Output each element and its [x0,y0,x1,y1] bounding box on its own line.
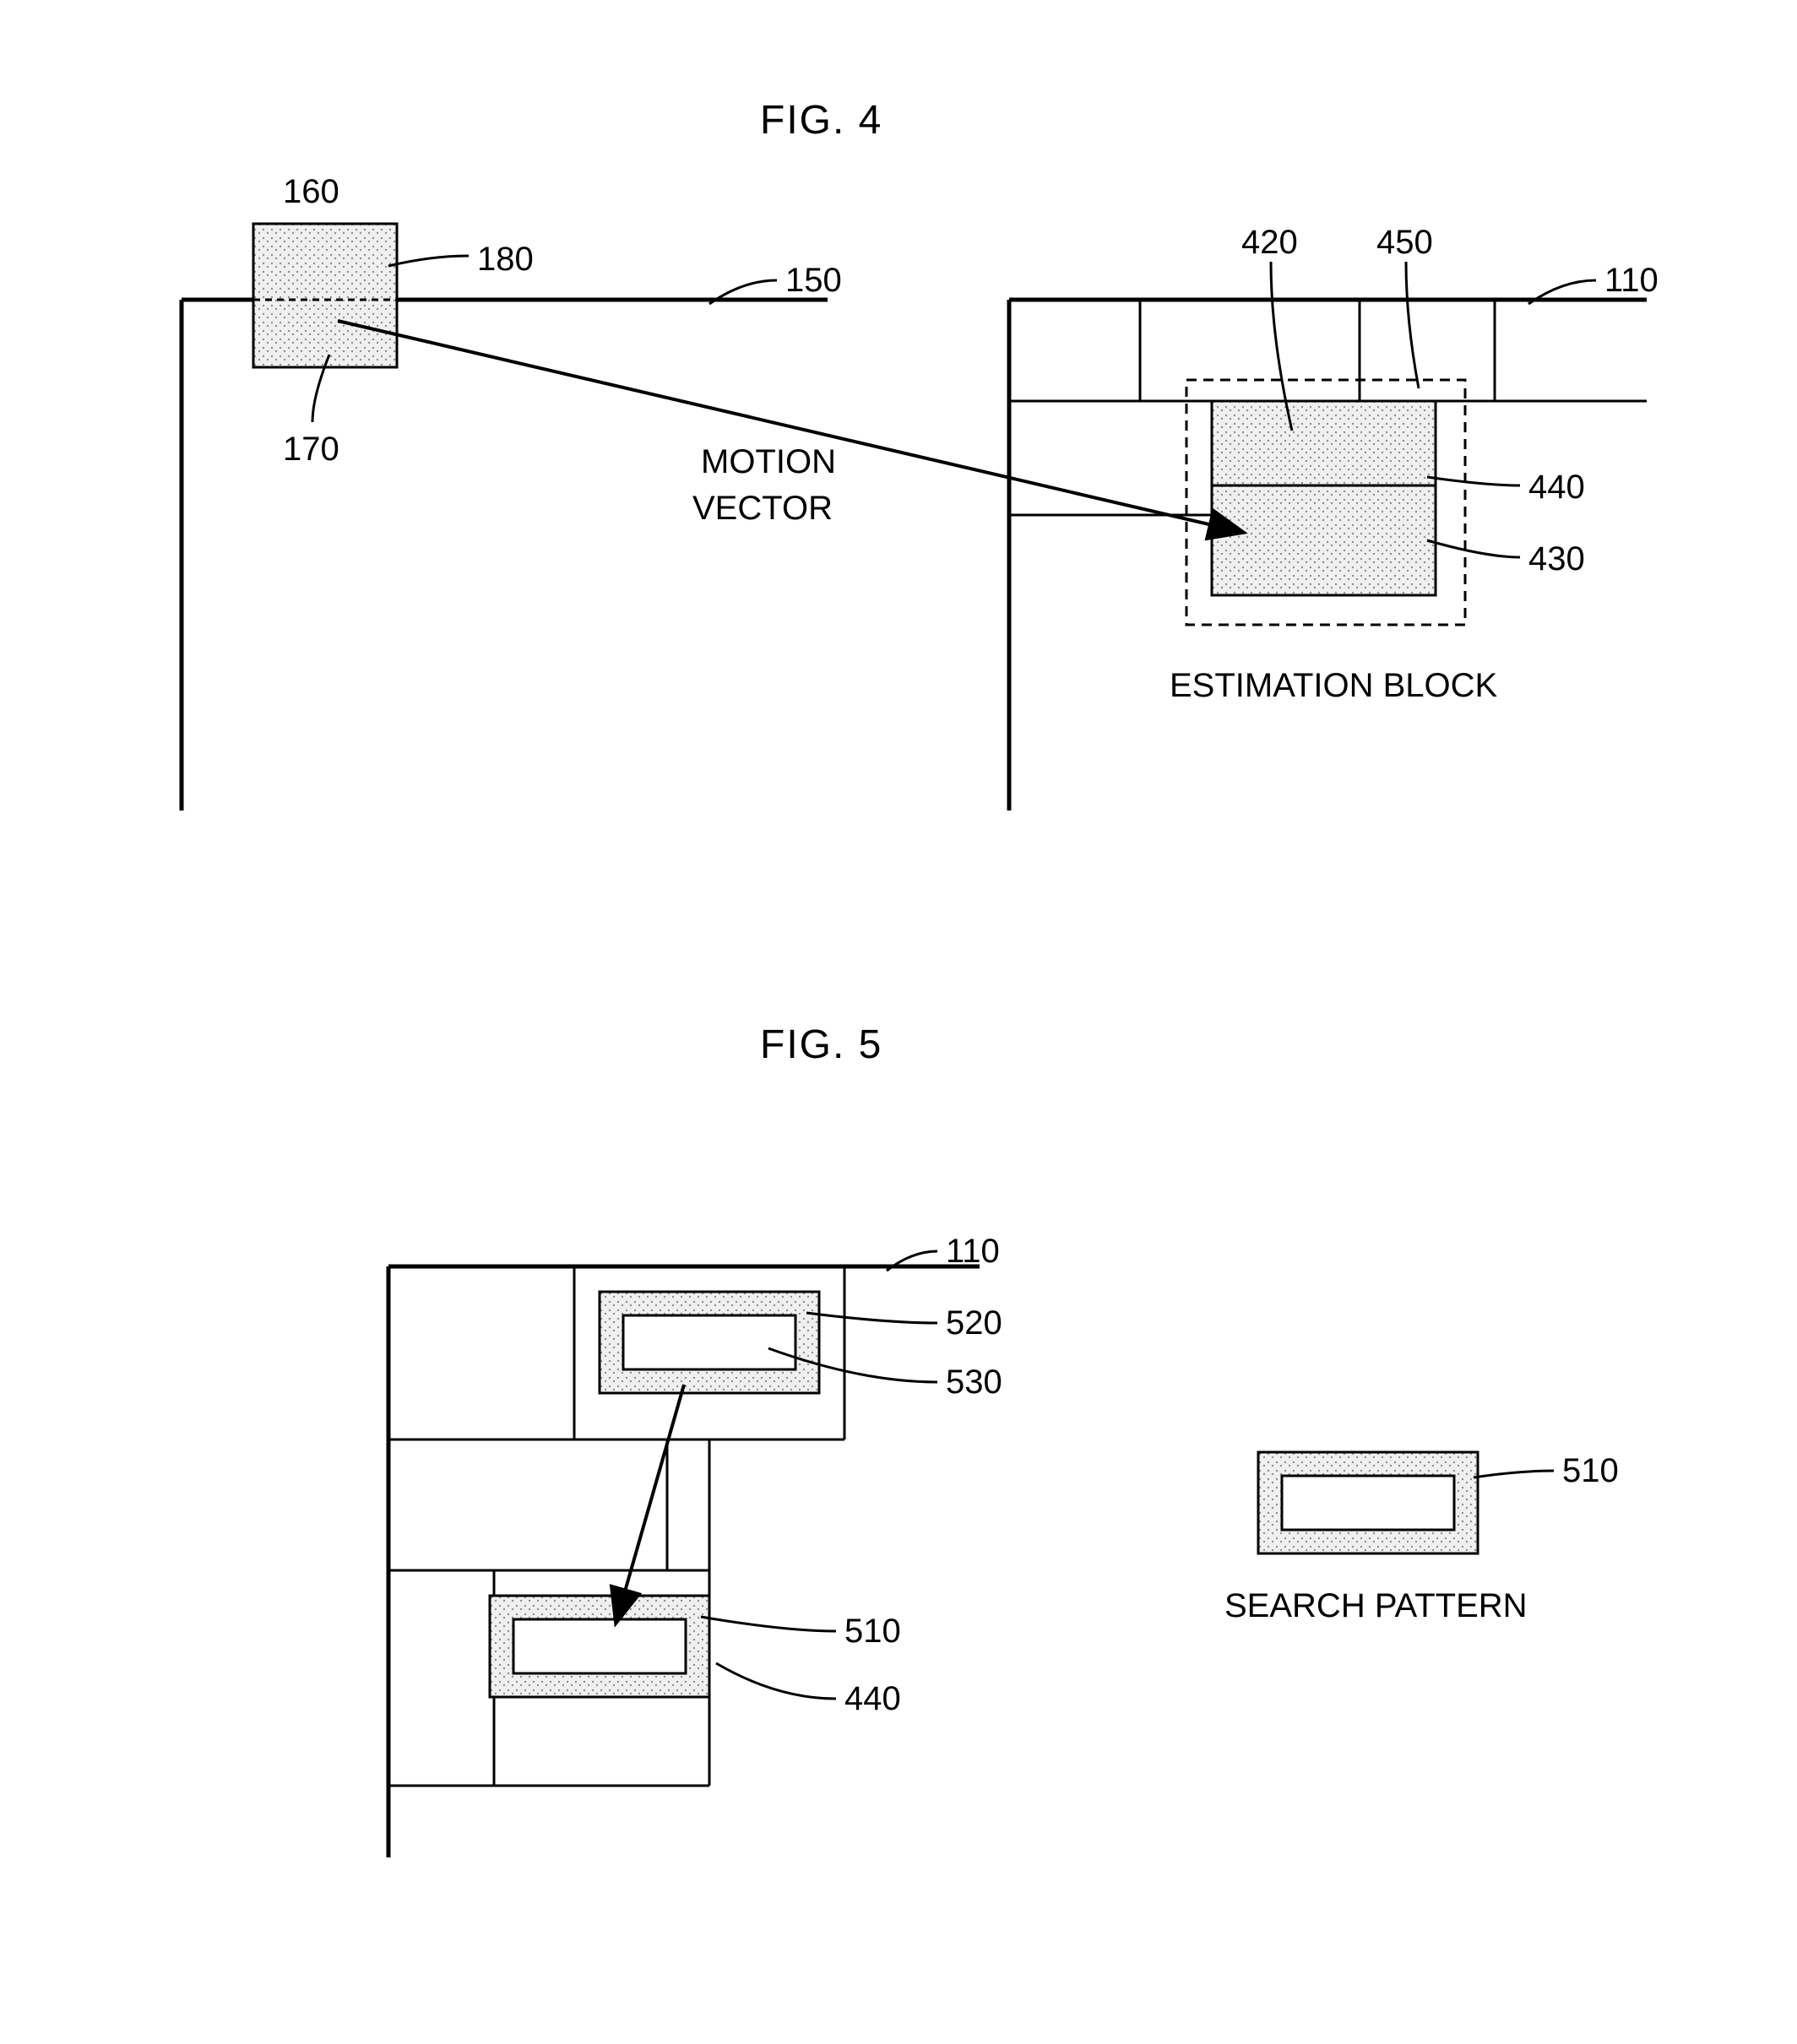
label-440-fig4: 440 [1528,469,1585,507]
fig4-title: FIG. 4 [760,97,882,144]
label-170: 170 [283,431,339,469]
label-430: 430 [1528,540,1585,578]
page: FIG. 4 FIG. 5 160 180 150 170 420 450 11… [0,0,1797,2044]
label-search-pattern: SEARCH PATTERN [1224,1587,1528,1625]
label-estimation-block: ESTIMATION BLOCK [1170,667,1497,705]
label-180: 180 [477,241,534,279]
label-530: 530 [946,1364,1002,1402]
label-440-fig5: 440 [844,1680,901,1718]
label-450: 450 [1376,224,1433,262]
label-510b: 510 [1562,1452,1619,1490]
fig5-title: FIG. 5 [760,1022,882,1068]
label-110-fig4: 110 [1604,262,1659,300]
diagram-svg [0,0,1797,2044]
label-110-fig5: 110 [946,1233,1000,1271]
label-420: 420 [1241,224,1298,262]
label-160: 160 [283,173,339,211]
label-motion: MOTION [701,443,836,481]
label-520: 520 [946,1304,1002,1342]
label-510a: 510 [844,1613,901,1651]
label-150: 150 [785,262,842,300]
label-vector: VECTOR [692,490,833,528]
